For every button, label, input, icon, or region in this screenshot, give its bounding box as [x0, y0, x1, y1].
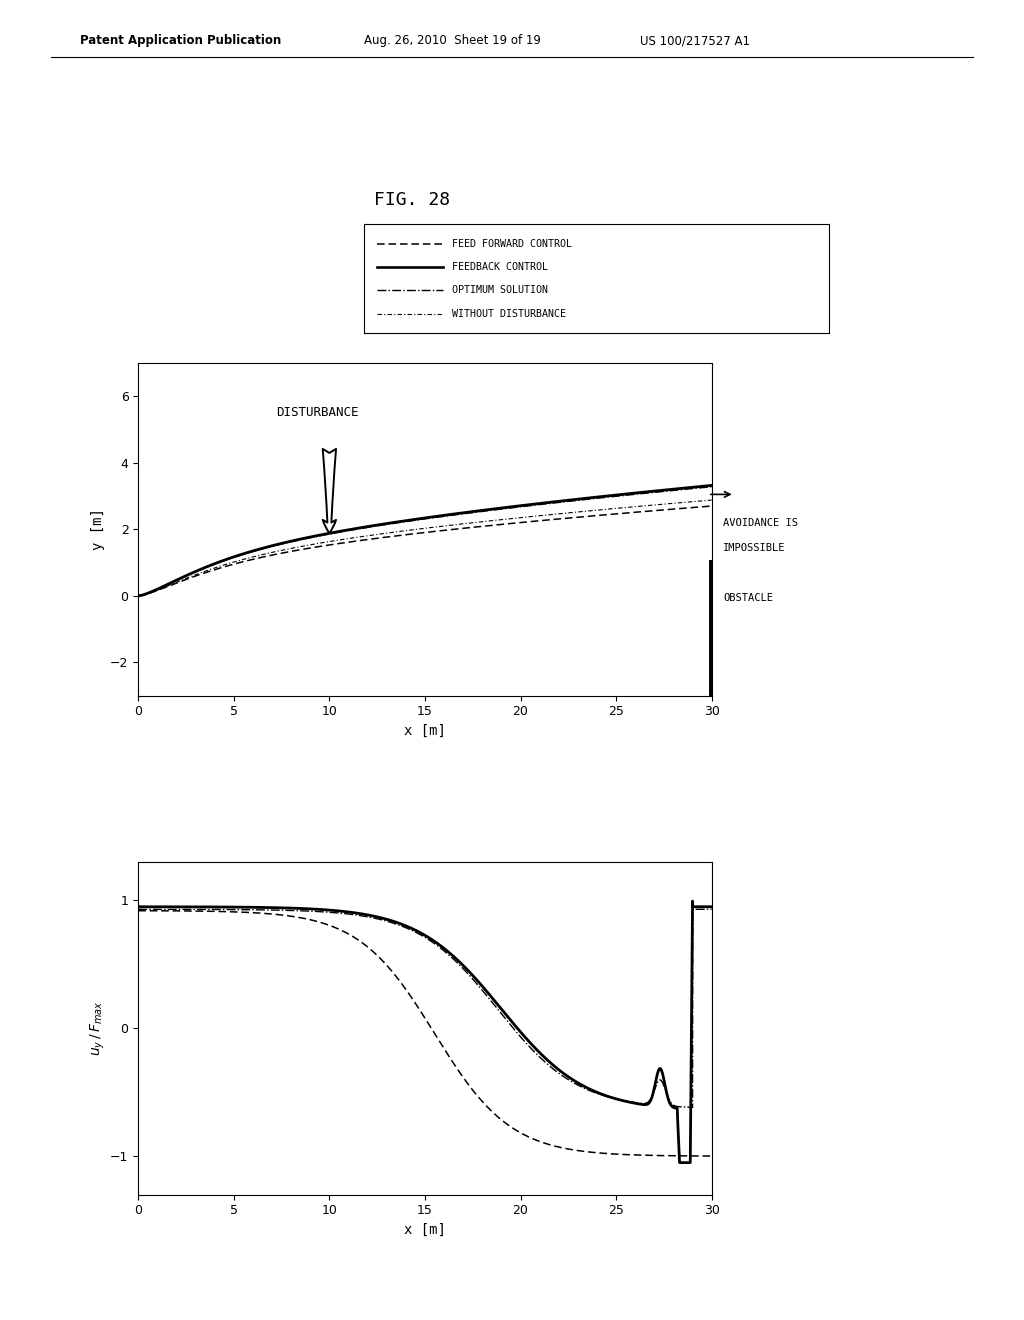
Text: DISTURBANCE: DISTURBANCE — [275, 407, 358, 420]
Text: IMPOSSIBLE: IMPOSSIBLE — [723, 543, 785, 553]
Y-axis label: $u_y\,/\,F_{max}$: $u_y\,/\,F_{max}$ — [89, 1001, 108, 1056]
Text: Patent Application Publication: Patent Application Publication — [80, 34, 282, 48]
Text: Aug. 26, 2010  Sheet 19 of 19: Aug. 26, 2010 Sheet 19 of 19 — [364, 34, 541, 48]
Text: WITHOUT DISTURBANCE: WITHOUT DISTURBANCE — [452, 309, 566, 319]
Text: US 100/217527 A1: US 100/217527 A1 — [640, 34, 750, 48]
Text: OBSTACLE: OBSTACLE — [723, 593, 773, 603]
X-axis label: x [m]: x [m] — [404, 723, 445, 738]
X-axis label: x [m]: x [m] — [404, 1222, 445, 1237]
Text: FEEDBACK CONTROL: FEEDBACK CONTROL — [452, 261, 548, 272]
Text: AVOIDANCE IS: AVOIDANCE IS — [723, 517, 798, 528]
Y-axis label: y [m]: y [m] — [90, 508, 104, 550]
Text: OPTIMUM SOLUTION: OPTIMUM SOLUTION — [452, 285, 548, 296]
Text: FEED FORWARD CONTROL: FEED FORWARD CONTROL — [452, 239, 572, 249]
Text: FIG. 28: FIG. 28 — [374, 190, 450, 209]
